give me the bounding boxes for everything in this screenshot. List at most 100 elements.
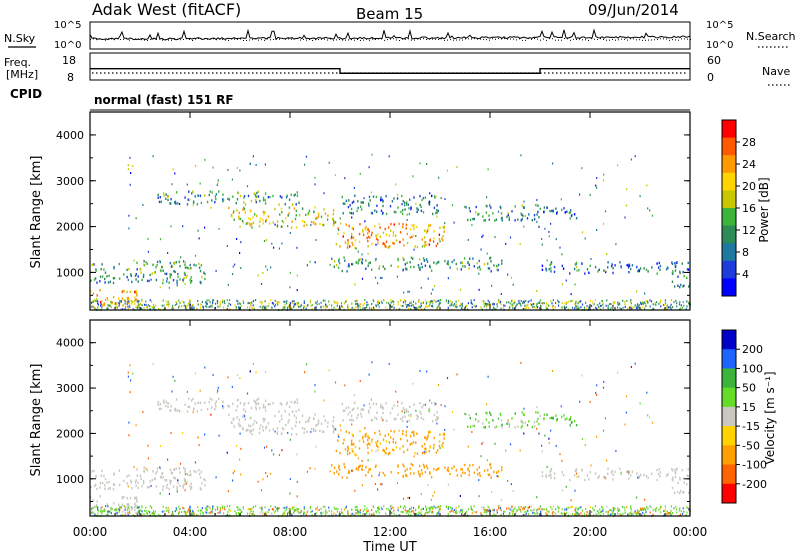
noise-dot xyxy=(93,38,94,40)
velocity-colorbar-tick-label: -200 xyxy=(742,478,767,491)
power-cell xyxy=(613,302,616,305)
power-cell xyxy=(598,268,600,271)
velocity-cell xyxy=(351,469,353,472)
power-cell xyxy=(520,304,522,307)
power-cell xyxy=(402,301,405,304)
power-cell xyxy=(596,229,598,231)
velocity-cell xyxy=(507,420,509,424)
velocity-cell xyxy=(246,392,249,395)
velocity-cell xyxy=(370,398,372,401)
velocity-cell xyxy=(99,486,101,489)
power-cell xyxy=(320,215,323,218)
power-cell xyxy=(358,260,360,263)
velocity-cell xyxy=(393,430,395,433)
velocity-cell xyxy=(408,496,411,499)
power-cell xyxy=(287,225,289,228)
velocity-cell xyxy=(380,406,382,409)
velocity-cell xyxy=(551,508,553,511)
velocity-cell xyxy=(416,513,418,515)
velocity-cell xyxy=(687,474,690,478)
velocity-cell xyxy=(482,441,484,444)
velocity-cell xyxy=(546,465,548,468)
power-cell xyxy=(575,308,577,311)
power-cell xyxy=(104,277,106,281)
power-cell xyxy=(259,220,261,223)
power-cell xyxy=(429,303,431,306)
power-cell xyxy=(607,261,609,264)
power-cell xyxy=(371,268,373,271)
velocity-cell xyxy=(194,372,197,375)
power-cell xyxy=(206,305,208,308)
velocity-cell xyxy=(215,405,217,408)
power-cell xyxy=(453,303,455,305)
velocity-cell xyxy=(165,509,167,512)
power-cell xyxy=(407,290,409,293)
velocity-cell xyxy=(397,413,399,416)
power-cell xyxy=(328,161,330,164)
power-cell xyxy=(528,213,530,216)
velocity-cell xyxy=(160,476,162,479)
velocity-cell xyxy=(429,446,431,449)
velocity-cell xyxy=(557,505,559,508)
power-cell xyxy=(274,303,277,306)
power-cell xyxy=(175,202,177,205)
velocity-cell xyxy=(425,508,427,511)
velocity-cell xyxy=(428,431,430,434)
power-cell xyxy=(573,213,576,216)
power-cell xyxy=(284,203,286,206)
velocity-cell xyxy=(563,511,565,514)
power-cell xyxy=(399,299,402,302)
velocity-cell xyxy=(426,507,428,510)
velocity-cell xyxy=(152,362,154,365)
velocity-cell xyxy=(171,513,173,515)
velocity-cell xyxy=(287,432,289,434)
velocity-cell xyxy=(289,492,291,495)
velocity-cell xyxy=(178,511,180,514)
power-cell xyxy=(224,302,226,305)
noise-dot xyxy=(600,38,601,40)
velocity-cell xyxy=(219,509,221,512)
velocity-cell xyxy=(159,467,161,470)
power-cell xyxy=(365,259,367,262)
velocity-cell xyxy=(483,508,485,511)
power-cell xyxy=(664,304,666,307)
power-cell xyxy=(101,305,103,308)
power-cell xyxy=(439,226,441,230)
velocity-cell xyxy=(101,512,103,515)
velocity-cell xyxy=(659,507,661,510)
power-cell xyxy=(140,303,142,306)
power-cell xyxy=(342,235,344,238)
power-cell xyxy=(235,307,237,310)
power-cell xyxy=(436,204,438,207)
velocity-cell xyxy=(205,507,207,510)
power-cell xyxy=(502,306,504,309)
velocity-cell xyxy=(140,477,142,481)
power-cell xyxy=(183,301,185,304)
velocity-cell xyxy=(212,508,214,510)
power-cell xyxy=(136,294,138,297)
power-cell xyxy=(123,273,125,276)
power-cell xyxy=(194,164,197,167)
noise-dot xyxy=(339,39,340,41)
power-cell xyxy=(589,264,591,267)
power-cell xyxy=(642,305,644,308)
velocity-cell xyxy=(97,506,99,509)
noise-dot xyxy=(435,38,436,40)
velocity-cell xyxy=(140,513,142,516)
power-cell xyxy=(453,259,455,262)
power-cell xyxy=(437,260,440,264)
power-cell xyxy=(478,288,480,291)
power-cell xyxy=(227,305,229,308)
velocity-cell xyxy=(336,470,338,473)
velocity-cell xyxy=(174,510,176,513)
power-cell xyxy=(167,303,169,306)
velocity-cell xyxy=(404,509,406,512)
power-cell xyxy=(453,304,455,307)
velocity-cell xyxy=(654,508,656,511)
power-cell xyxy=(270,266,272,269)
velocity-colorbar-tick-label: 50 xyxy=(742,382,756,395)
velocity-cell xyxy=(333,512,335,515)
power-cell xyxy=(341,269,343,273)
power-cell xyxy=(345,300,347,303)
noise-dot xyxy=(183,38,184,40)
